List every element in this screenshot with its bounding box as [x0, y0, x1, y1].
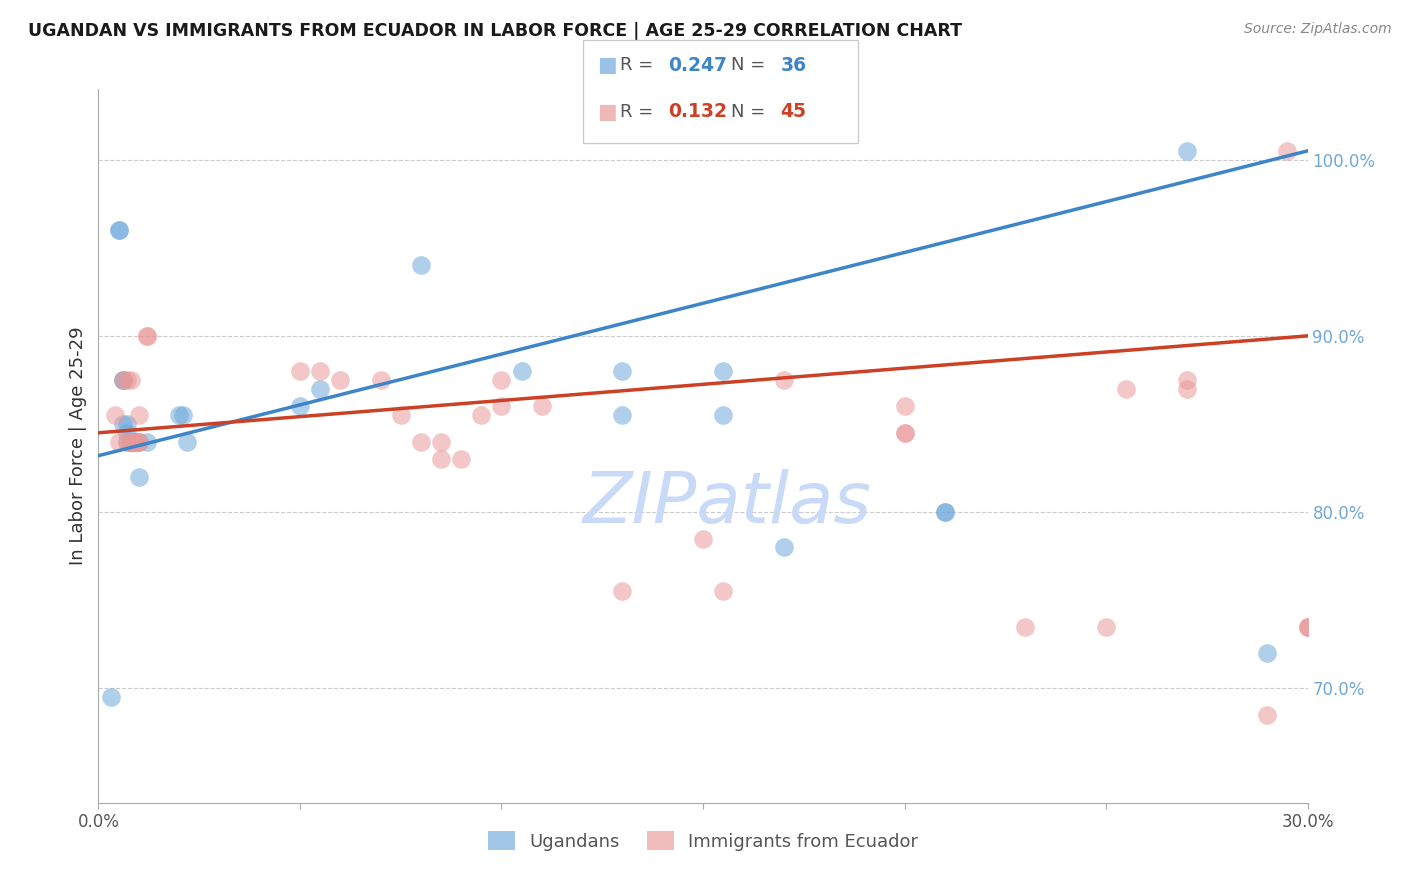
- Text: N =: N =: [731, 56, 765, 74]
- Point: [510, 364, 533, 378]
- Point: [135, 434, 157, 449]
- Text: R =: R =: [620, 103, 654, 120]
- Point: [893, 425, 915, 440]
- Text: ■: ■: [598, 55, 617, 75]
- Point: [120, 434, 142, 449]
- Point: [111, 373, 134, 387]
- Point: [124, 434, 146, 449]
- Point: [135, 329, 157, 343]
- Text: 0.132: 0.132: [668, 102, 727, 121]
- Point: [934, 505, 956, 519]
- Point: [470, 408, 492, 422]
- Point: [107, 434, 129, 449]
- Point: [115, 373, 138, 387]
- Point: [530, 400, 553, 414]
- Point: [692, 532, 714, 546]
- Point: [111, 417, 134, 431]
- Point: [172, 408, 194, 422]
- Point: [612, 364, 634, 378]
- Text: R =: R =: [620, 56, 654, 74]
- Point: [115, 434, 138, 449]
- Point: [309, 382, 332, 396]
- Text: 0.247: 0.247: [668, 55, 727, 75]
- Point: [612, 408, 634, 422]
- Point: [128, 408, 150, 422]
- Point: [128, 470, 150, 484]
- Point: [1175, 373, 1198, 387]
- Point: [491, 400, 513, 414]
- Point: [124, 434, 146, 449]
- Point: [128, 434, 150, 449]
- Point: [409, 434, 432, 449]
- Point: [107, 223, 129, 237]
- Point: [120, 434, 142, 449]
- Point: [103, 408, 125, 422]
- Point: [120, 434, 142, 449]
- Point: [329, 373, 352, 387]
- Point: [167, 408, 190, 422]
- Point: [1256, 646, 1278, 660]
- Point: [288, 400, 311, 414]
- Point: [450, 452, 472, 467]
- Point: [389, 408, 412, 422]
- Text: UGANDAN VS IMMIGRANTS FROM ECUADOR IN LABOR FORCE | AGE 25-29 CORRELATION CHART: UGANDAN VS IMMIGRANTS FROM ECUADOR IN LA…: [28, 22, 962, 40]
- Point: [128, 434, 150, 449]
- Point: [107, 223, 129, 237]
- Point: [115, 434, 138, 449]
- Point: [124, 434, 146, 449]
- Point: [124, 434, 146, 449]
- Point: [1175, 144, 1198, 158]
- Point: [1296, 619, 1319, 633]
- Point: [111, 373, 134, 387]
- Point: [120, 434, 142, 449]
- Point: [893, 425, 915, 440]
- Point: [934, 505, 956, 519]
- Point: [176, 434, 198, 449]
- Point: [430, 452, 453, 467]
- Point: [1296, 619, 1319, 633]
- Point: [430, 434, 453, 449]
- Text: ZIPatlas: ZIPatlas: [582, 468, 872, 538]
- Point: [1296, 619, 1319, 633]
- Point: [772, 373, 794, 387]
- Point: [115, 417, 138, 431]
- Text: 36: 36: [780, 55, 807, 75]
- Legend: Ugandans, Immigrants from Ecuador: Ugandans, Immigrants from Ecuador: [481, 824, 925, 858]
- Point: [893, 400, 915, 414]
- Point: [1014, 619, 1036, 633]
- Point: [120, 373, 142, 387]
- Point: [711, 364, 734, 378]
- Point: [288, 364, 311, 378]
- Point: [111, 373, 134, 387]
- Text: ■: ■: [598, 102, 617, 121]
- Text: N =: N =: [731, 103, 765, 120]
- Point: [135, 329, 157, 343]
- Point: [128, 434, 150, 449]
- Point: [100, 690, 122, 704]
- Point: [120, 434, 142, 449]
- Point: [115, 425, 138, 440]
- Point: [409, 259, 432, 273]
- Point: [1115, 382, 1137, 396]
- Point: [370, 373, 392, 387]
- Point: [491, 373, 513, 387]
- Point: [124, 434, 146, 449]
- Point: [612, 584, 634, 599]
- Point: [1095, 619, 1118, 633]
- Point: [1277, 144, 1299, 158]
- Point: [124, 434, 146, 449]
- Y-axis label: In Labor Force | Age 25-29: In Labor Force | Age 25-29: [69, 326, 87, 566]
- Point: [711, 584, 734, 599]
- Point: [1256, 707, 1278, 722]
- Point: [1175, 382, 1198, 396]
- Point: [120, 434, 142, 449]
- Point: [711, 408, 734, 422]
- Text: 45: 45: [780, 102, 806, 121]
- Point: [309, 364, 332, 378]
- Text: Source: ZipAtlas.com: Source: ZipAtlas.com: [1244, 22, 1392, 37]
- Point: [772, 541, 794, 555]
